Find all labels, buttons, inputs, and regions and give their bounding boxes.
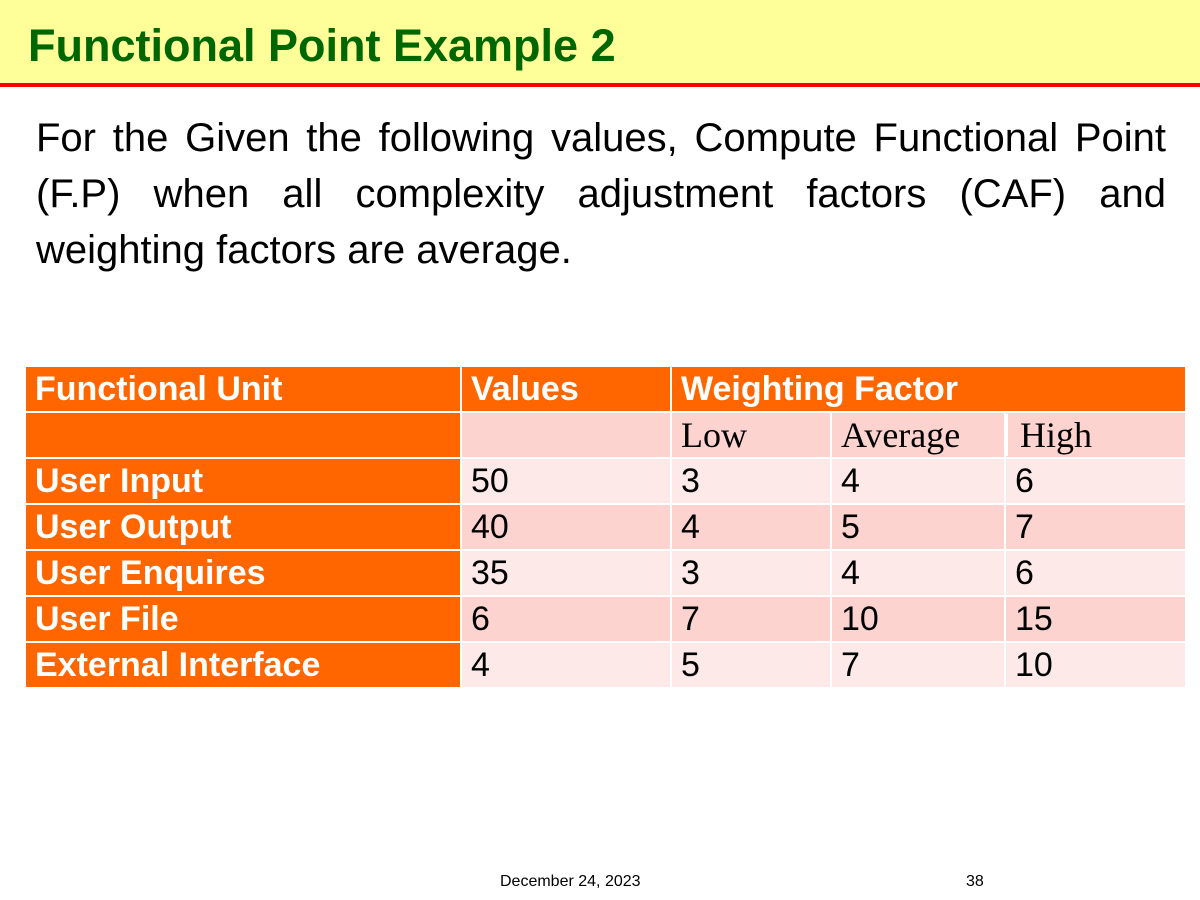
table-row: User Output 40 4 5 7 [24,503,1188,551]
header-weighting-factor: Weighting Factor [669,365,1188,413]
row-label: User File [24,595,462,643]
row-average: 7 [830,641,1006,689]
row-low: 4 [670,503,832,551]
table-header-row: Functional Unit Values Weighting Factor [24,365,1188,413]
slide-title: Functional Point Example 2 [28,20,616,71]
subheader-high: High [1003,411,1188,459]
table-row: User Enquires 35 3 4 6 [24,549,1188,597]
row-value: 40 [460,503,672,551]
subheader-blank-unit [24,411,462,459]
row-high: 6 [1003,549,1188,597]
row-low: 7 [670,595,832,643]
table-row: User Input 50 3 4 6 [24,457,1188,505]
footer-date: December 24, 2023 [500,873,641,890]
subheader-average: Average [830,411,1006,459]
row-high: 7 [1003,503,1188,551]
problem-statement: For the Given the following values, Comp… [36,116,1166,272]
table-subheader-row: Low Average High [24,411,1188,459]
row-label: User Output [24,503,462,551]
row-average: 10 [830,595,1006,643]
row-high: 10 [1003,641,1188,689]
table-row: User File 6 7 10 15 [24,595,1188,643]
row-low: 3 [670,549,832,597]
row-average: 5 [830,503,1006,551]
row-high: 6 [1003,457,1188,505]
row-value: 35 [460,549,672,597]
subheader-blank-values [460,411,672,459]
row-average: 4 [830,549,1006,597]
footer-page-number: 38 [966,873,984,890]
row-label: User Enquires [24,549,462,597]
row-low: 3 [670,457,832,505]
row-value: 50 [460,457,672,505]
row-value: 4 [460,641,672,689]
table-row: External Interface 4 5 7 10 [24,641,1188,689]
header-values: Values [460,365,672,413]
row-high: 15 [1003,595,1188,643]
title-bar: Functional Point Example 2 [0,0,1200,87]
subheader-high-label: High [1007,414,1092,456]
header-functional-unit: Functional Unit [24,365,462,413]
row-low: 5 [670,641,832,689]
subheader-low: Low [670,411,832,459]
function-point-table: Functional Unit Values Weighting Factor … [24,365,1188,689]
row-value: 6 [460,595,672,643]
row-label: User Input [24,457,462,505]
row-average: 4 [830,457,1006,505]
row-label: External Interface [24,641,462,689]
